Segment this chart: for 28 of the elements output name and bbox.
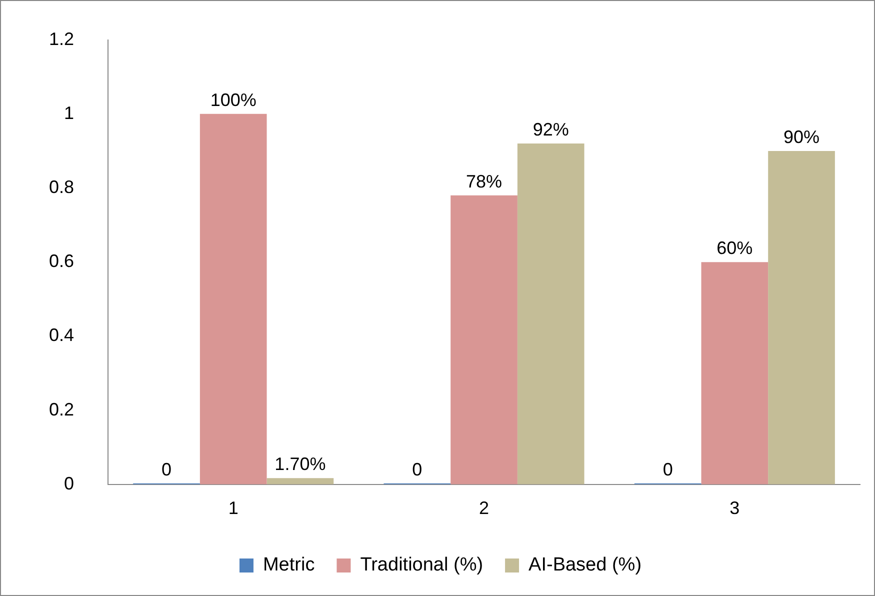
bar [701,262,768,484]
bar [450,195,518,484]
legend-label: AI-Based (%) [528,554,642,576]
data-label: 92% [532,120,569,140]
data-label: 90% [783,126,820,147]
data-label: 0 [662,459,673,480]
legend-label: Traditional (%) [360,554,484,576]
y-tick-label: 0.2 [48,399,74,420]
bar [517,144,584,484]
data-label: 100% [210,90,256,110]
data-label: 0 [162,459,172,480]
bar [266,478,334,484]
bar [768,150,835,484]
x-tick-label: 1 [228,498,238,518]
y-tick-label: 0.8 [48,176,74,197]
x-tick-label: 3 [730,498,740,518]
y-tick-label: 1 [64,102,74,123]
bar [200,114,267,484]
y-tick-label: 0.4 [48,325,74,346]
data-label: 78% [466,171,502,192]
y-tick-label: 1.2 [48,28,74,49]
data-label: 0 [412,459,422,480]
legend-label: Metric [262,554,315,576]
y-tick-label: 0.6 [48,251,74,272]
data-label: 60% [716,238,753,258]
y-tick-label: 0 [64,473,74,494]
data-label: 1.70% [274,454,326,474]
x-tick-label: 2 [479,498,490,518]
